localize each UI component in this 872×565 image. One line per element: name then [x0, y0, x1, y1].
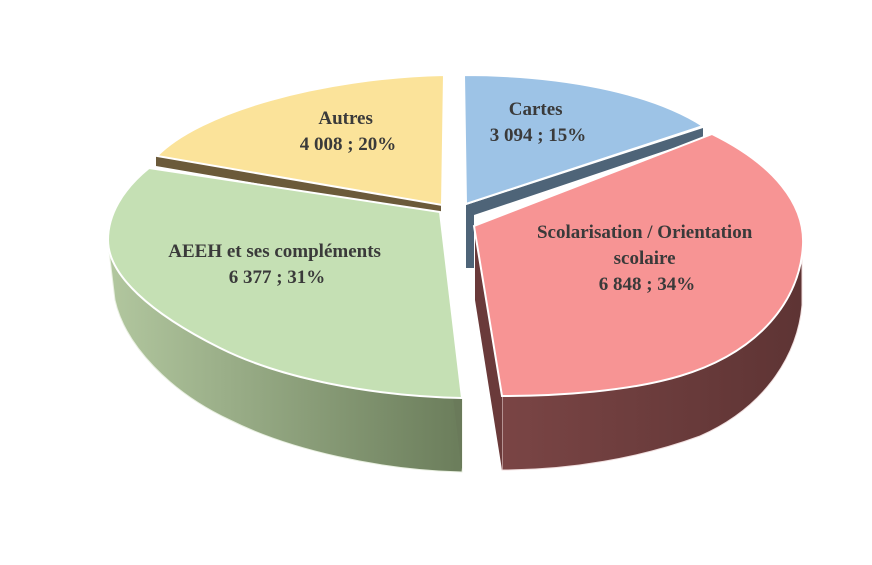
- label-cartes-name: Cartes: [509, 99, 563, 120]
- svg-text:AEEH et ses compléments 6: AEEH et ses compléments 6 377 ; 31%: [168, 241, 385, 288]
- slice-top-autres: [154, 73, 446, 207]
- slice-side-autres: [156, 156, 441, 215]
- slice-top-cartes: [462, 73, 706, 206]
- label-scolarisation-value: 6 848 ; 34%: [599, 274, 696, 295]
- slice-top-scolarisation: [472, 132, 805, 398]
- label-autres-value: 4 008 ; 20%: [300, 134, 397, 155]
- label-autres-name: Autres: [318, 108, 373, 129]
- slice-edge-scolarisation: [475, 228, 502, 470]
- slice-side-cartes: [466, 128, 703, 268]
- label-scolarisation-name-1: Scolarisation / Orientation: [537, 222, 753, 243]
- slice-top-aeeh: [106, 166, 464, 400]
- svg-text:Scolarisation / Orientation: Scolarisation / Orientation scolaire 6 8…: [537, 222, 757, 295]
- label-cartes-value: 3 094 ; 15%: [490, 125, 587, 146]
- label-scolarisation-name-2: scolaire: [614, 248, 676, 269]
- svg-text:Cartes 3 094 ; 15%: Cartes 3 094 ; 15%: [490, 99, 587, 146]
- svg-text:Autres 4 008 ; 20%: Autres 4 008 ; 20%: [300, 108, 397, 155]
- label-aeeh-value: 6 377 ; 31%: [229, 267, 326, 288]
- label-aeeh-name: AEEH et ses compléments: [168, 241, 381, 262]
